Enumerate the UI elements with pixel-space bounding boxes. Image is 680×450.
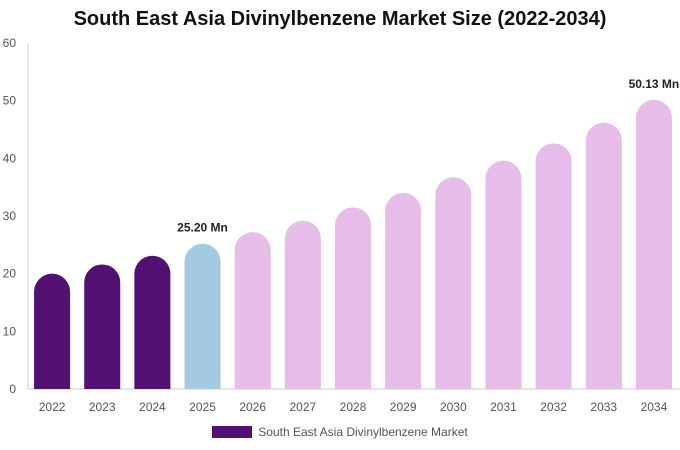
bar [335,207,371,389]
y-tick-label: 40 [3,151,17,165]
bar [585,122,622,389]
legend-label: South East Asia Divinylbenzene Market [258,425,468,439]
bar [284,220,321,389]
bar [134,255,171,389]
x-tick-label: 2032 [540,400,567,414]
y-tick-label: 0 [9,382,16,396]
y-tick-label: 10 [3,324,17,338]
bar [385,192,422,389]
legend: South East Asia Divinylbenzene Market [0,425,680,439]
bar [34,273,71,389]
x-tick-label: 2024 [139,400,166,414]
data-label: 25.20 Mn [177,221,228,235]
bar [435,177,472,389]
bar [535,143,572,389]
x-tick-label: 2026 [239,400,266,414]
x-tick-label: 2029 [390,400,417,414]
y-tick-label: 50 [3,94,17,108]
x-tick-label: 2030 [440,400,467,414]
legend-swatch [212,426,253,438]
y-tick-label: 30 [3,209,17,223]
x-tick-label: 2027 [289,400,316,414]
x-tick-label: 2022 [39,400,66,414]
x-tick-label: 2034 [641,400,668,414]
x-tick-label: 2023 [89,400,116,414]
bar [485,160,522,389]
data-label: 50.13 Mn [629,77,680,91]
y-tick-label: 60 [3,36,17,50]
x-tick-label: 2031 [490,400,517,414]
bar [184,243,221,389]
x-tick-label: 2025 [189,400,216,414]
bar [234,232,271,389]
x-tick-label: 2033 [590,400,617,414]
bar [84,264,121,389]
chart-title: South East Asia Divinylbenzene Market Si… [73,8,607,30]
x-tick-label: 2028 [340,400,367,414]
bar [635,99,672,390]
y-tick-label: 20 [3,267,17,281]
